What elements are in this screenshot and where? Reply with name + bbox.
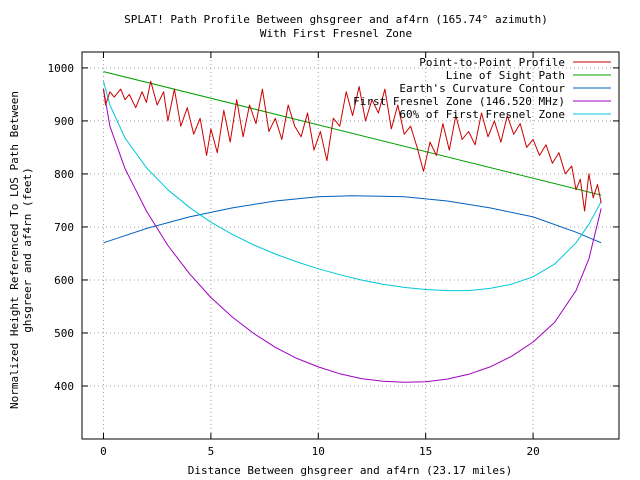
chart-title: SPLAT! Path Profile Between ghsgreer and… [124, 13, 548, 26]
y-tick-label: 500 [54, 327, 74, 340]
x-tick-label: 0 [100, 445, 107, 458]
series-line-1 [103, 71, 602, 196]
series-lines [103, 71, 602, 383]
y-tick-label: 600 [54, 274, 74, 287]
series-line-3 [103, 89, 602, 383]
legend-label: Line of Sight Path [446, 69, 565, 82]
y-tick-label: 1000 [48, 62, 75, 75]
axis-ticks: 0 5 10 15 20 400 500 600 700 800 900 1000 [48, 52, 619, 458]
series-line-0 [103, 80, 602, 212]
y-tick-label: 900 [54, 115, 74, 128]
y-tick-label: 400 [54, 380, 74, 393]
series-line-2 [103, 195, 602, 244]
legend-label: First Fresnel Zone (146.520 MHz) [353, 95, 565, 108]
legend-label: 60% of First Fresnel Zone [399, 108, 565, 121]
y-tick-label: 800 [54, 168, 74, 181]
x-tick-label: 10 [312, 445, 325, 458]
series-line-4 [103, 81, 602, 292]
legend-label: Earth's Curvature Contour [399, 82, 565, 95]
plot-frame [81, 51, 620, 440]
chart-subtitle: With First Fresnel Zone [260, 27, 412, 40]
y-tick-label: 700 [54, 221, 74, 234]
y-axis-label-line1: Normalized Height Referenced To LOS Path… [8, 91, 21, 409]
y-axis-label-line2: ghsgreer and af4rn (feet) [21, 167, 34, 333]
x-axis-label: Distance Between ghsgreer and af4rn (23.… [188, 464, 513, 477]
grid-lines [82, 52, 619, 439]
x-tick-label: 15 [419, 445, 432, 458]
legend-label: Point-to-Point Profile [419, 56, 565, 69]
x-tick-label: 20 [526, 445, 539, 458]
x-tick-label: 5 [208, 445, 215, 458]
